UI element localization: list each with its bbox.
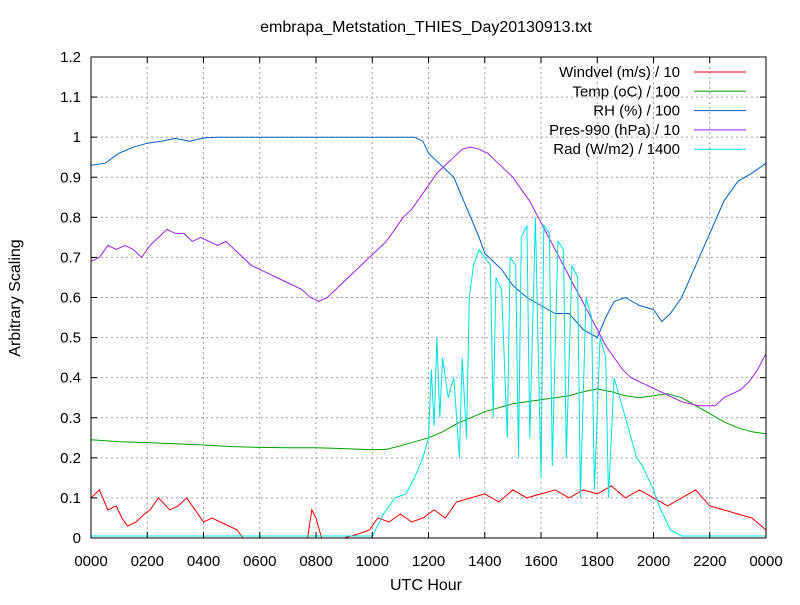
legend-label: Windvel (m/s) / 10 bbox=[559, 64, 680, 81]
y-tick-label: 0.5 bbox=[60, 330, 81, 347]
y-tick-label: 0.4 bbox=[60, 370, 81, 387]
y-tick-label: 1.2 bbox=[60, 49, 81, 66]
x-tick-label: 2200 bbox=[693, 553, 726, 570]
y-tick-label: 0.9 bbox=[60, 169, 81, 186]
y-tick-label: 0.2 bbox=[60, 450, 81, 467]
x-tick-label: 0000 bbox=[749, 553, 782, 570]
x-tick-label: 0200 bbox=[131, 553, 164, 570]
y-tick-label: 0.3 bbox=[60, 410, 81, 427]
x-tick-label: 0600 bbox=[243, 553, 276, 570]
series-line-1 bbox=[90, 485, 767, 539]
y-tick-label: 0.8 bbox=[60, 209, 81, 226]
series-line-4 bbox=[90, 146, 767, 407]
x-axis-label: UTC Hour bbox=[390, 577, 463, 594]
series-line-3 bbox=[90, 136, 767, 339]
y-axis-label: Arbitrary Scaling bbox=[7, 239, 24, 356]
y-tick-label: 0.7 bbox=[60, 249, 81, 266]
legend-label: Temp (oC) / 100 bbox=[572, 83, 680, 100]
legend-label: RH (%) / 100 bbox=[593, 103, 680, 120]
series-line-2 bbox=[90, 388, 767, 451]
tick-layer: 0 0.1 0.2 0.3 0.4 0.5 0.6 0.7 0.8 0.9 1 1.1 1.2 0000 0… bbox=[60, 49, 783, 570]
y-tick-label: 0.6 bbox=[60, 290, 81, 307]
x-tick-label: 1400 bbox=[468, 553, 501, 570]
y-tick-label: 0.1 bbox=[60, 490, 81, 507]
x-tick-label: 1600 bbox=[524, 553, 557, 570]
x-tick-label: 1000 bbox=[356, 553, 389, 570]
series-line-5 bbox=[91, 217, 766, 537]
legend-label: Rad (W/m2) / 1400 bbox=[553, 141, 680, 158]
x-tick-label: 0800 bbox=[299, 553, 332, 570]
x-tick-label: 2000 bbox=[637, 553, 670, 570]
x-tick-label: 0400 bbox=[187, 553, 220, 570]
y-tick-label: 1 bbox=[73, 129, 81, 146]
x-tick-label: 1800 bbox=[581, 553, 614, 570]
legend: Windvel (m/s) / 10 Temp (oC) / 100 RH (%) … bbox=[549, 64, 746, 158]
y-tick-label: 0 bbox=[73, 530, 81, 547]
x-tick-label: 1200 bbox=[412, 553, 445, 570]
legend-label: Pres-990 (hPa) / 10 bbox=[549, 122, 680, 139]
chart-title: embrapa_Metstation_THIES_Day20130913.txt bbox=[260, 19, 592, 36]
y-tick-label: 1.1 bbox=[60, 89, 81, 106]
x-tick-label: 0000 bbox=[74, 553, 107, 570]
series-layer bbox=[90, 136, 767, 539]
